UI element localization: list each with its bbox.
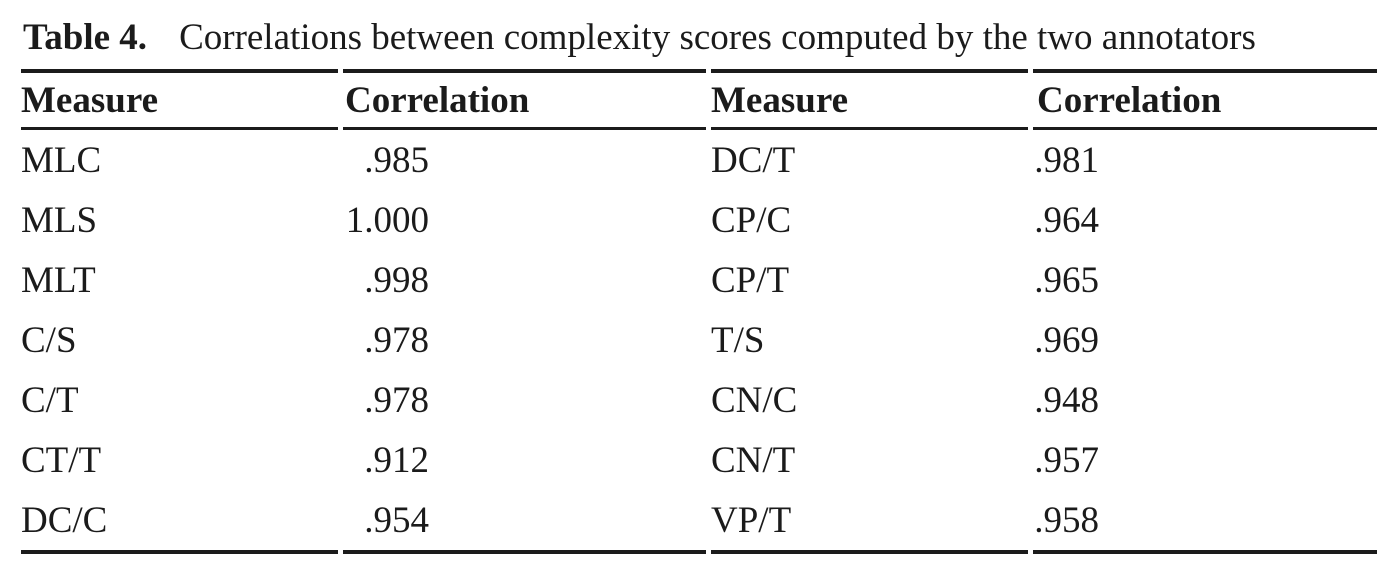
correlation-cell: .998 bbox=[343, 259, 706, 302]
table-bottom-rule bbox=[21, 550, 1377, 554]
measure-cell: MLS bbox=[21, 199, 98, 241]
correlation-value: .978 bbox=[364, 379, 429, 421]
measure-cell: C/S bbox=[21, 319, 77, 361]
measure-cell: T/S bbox=[711, 319, 765, 361]
rule-segment bbox=[711, 550, 1028, 554]
correlation-value: .985 bbox=[364, 139, 429, 181]
measure-cell: CN/T bbox=[711, 439, 796, 481]
table-row: C/T .978 CN/C .948 bbox=[21, 370, 1377, 430]
rule-segment bbox=[343, 69, 706, 73]
correlation-value: .964 bbox=[1034, 199, 1099, 241]
table-row: CT/T .912 CN/T .957 bbox=[21, 430, 1377, 490]
rule-segment bbox=[711, 69, 1028, 73]
correlation-cell: .948 bbox=[1033, 379, 1377, 422]
measure-cell: VP/T bbox=[711, 499, 792, 541]
table-row: DC/C .954 VP/T .958 bbox=[21, 490, 1377, 550]
correlation-value: .981 bbox=[1034, 139, 1099, 181]
correlation-table: Measure Correlation Measure Correlation … bbox=[21, 69, 1377, 554]
column-header-measure-left: Measure bbox=[21, 79, 158, 121]
table-row: C/S .978 T/S .969 bbox=[21, 310, 1377, 370]
table-caption-text: Correlations between complexity scores c… bbox=[179, 17, 1256, 58]
correlation-cell: .969 bbox=[1033, 319, 1377, 362]
rule-segment bbox=[21, 69, 338, 73]
correlation-value: .978 bbox=[364, 319, 429, 361]
correlation-cell: .965 bbox=[1033, 259, 1377, 302]
measure-cell: CT/T bbox=[21, 439, 102, 481]
measure-cell: DC/C bbox=[21, 499, 108, 541]
correlation-cell: .978 bbox=[343, 379, 706, 422]
table-row: MLT .998 CP/T .965 bbox=[21, 250, 1377, 310]
correlation-value: .998 bbox=[364, 259, 429, 301]
table-row: MLS 1.000 CP/C .964 bbox=[21, 190, 1377, 250]
rule-segment bbox=[1033, 69, 1377, 73]
measure-cell: MLC bbox=[21, 139, 102, 181]
table-mid-rule bbox=[21, 127, 1377, 130]
table-caption: Table 4. Correlations between complexity … bbox=[21, 16, 1394, 59]
correlation-cell: 1.000 bbox=[343, 199, 706, 242]
correlation-value: .965 bbox=[1034, 259, 1099, 301]
measure-cell: CP/T bbox=[711, 259, 790, 301]
rule-segment bbox=[711, 127, 1028, 130]
correlation-cell: .912 bbox=[343, 439, 706, 482]
correlation-cell: .981 bbox=[1033, 139, 1377, 182]
correlation-cell: .958 bbox=[1033, 499, 1377, 542]
correlation-value: .969 bbox=[1034, 319, 1099, 361]
measure-cell: MLT bbox=[21, 259, 96, 301]
column-header-measure-right: Measure bbox=[711, 79, 848, 121]
correlation-value: .948 bbox=[1034, 379, 1099, 421]
measure-cell: C/T bbox=[21, 379, 79, 421]
table-header-row: Measure Correlation Measure Correlation bbox=[21, 73, 1377, 127]
rule-segment bbox=[1033, 550, 1377, 554]
correlation-value: 1.000 bbox=[345, 199, 429, 241]
correlation-cell: .985 bbox=[343, 139, 706, 182]
rule-segment bbox=[1033, 127, 1377, 130]
measure-cell: CP/C bbox=[711, 199, 792, 241]
measure-cell: DC/T bbox=[711, 139, 796, 181]
table-row: MLC .985 DC/T .981 bbox=[21, 130, 1377, 190]
rule-segment bbox=[343, 550, 706, 554]
rule-segment bbox=[21, 550, 338, 554]
correlation-cell: .978 bbox=[343, 319, 706, 362]
measure-cell: CN/C bbox=[711, 379, 798, 421]
rule-segment bbox=[343, 127, 706, 130]
correlation-cell: .954 bbox=[343, 499, 706, 542]
table-caption-label: Table 4. bbox=[23, 17, 148, 58]
correlation-value: .958 bbox=[1034, 499, 1099, 541]
correlation-value: .954 bbox=[364, 499, 429, 541]
correlation-cell: .957 bbox=[1033, 439, 1377, 482]
correlation-cell: .964 bbox=[1033, 199, 1377, 242]
column-header-correlation-right: Correlation bbox=[1037, 79, 1222, 121]
rule-segment bbox=[21, 127, 338, 130]
table-top-rule bbox=[21, 69, 1377, 73]
correlation-value: .912 bbox=[364, 439, 429, 481]
column-header-correlation-left: Correlation bbox=[345, 79, 530, 121]
correlation-value: .957 bbox=[1034, 439, 1099, 481]
